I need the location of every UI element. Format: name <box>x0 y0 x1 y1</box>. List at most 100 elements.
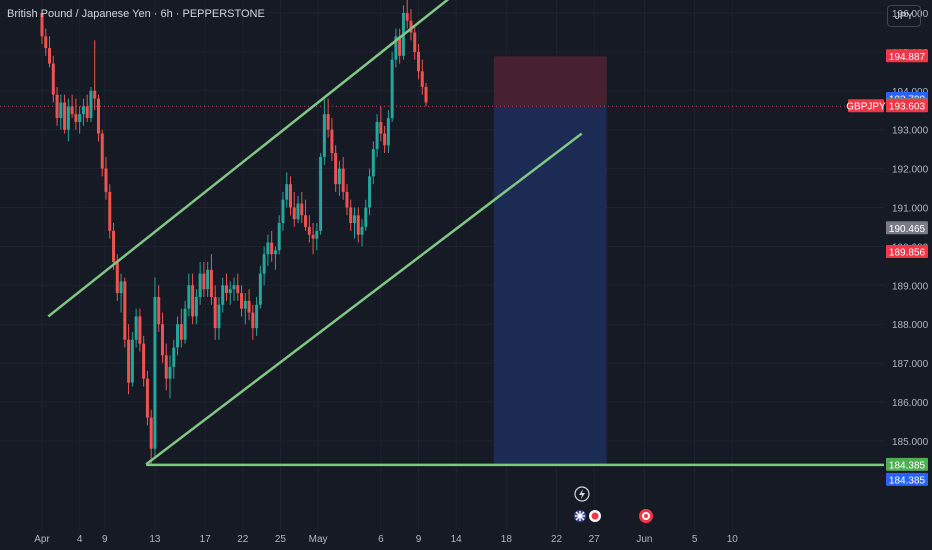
candle-body <box>81 106 85 115</box>
candle-body <box>123 281 127 340</box>
candle-body <box>319 156 323 231</box>
candle-body <box>398 36 402 56</box>
candle <box>356 207 360 243</box>
candle-body <box>142 343 146 379</box>
candle <box>217 296 221 340</box>
chart-title: British Pound / Japanese Yen · 6h · PEPP… <box>7 8 265 20</box>
candle <box>142 335 146 387</box>
candle <box>236 273 240 301</box>
symbol-tag-label: GBPJPY <box>846 102 886 113</box>
y-tick-label: 189.000 <box>892 281 929 292</box>
trend-lines[interactable] <box>47 0 884 467</box>
x-tick-label: 17 <box>200 534 212 545</box>
x-tick-label: 5 <box>692 534 698 545</box>
price-tag-box <box>886 245 928 259</box>
candle <box>145 370 149 426</box>
y-tick-label: 196.000 <box>892 9 929 20</box>
candle-body <box>288 184 292 208</box>
price-tag: 193.603 <box>886 99 928 113</box>
candle <box>149 409 153 465</box>
candle <box>51 55 55 103</box>
candle-body <box>130 339 134 383</box>
candle <box>273 246 277 270</box>
price-tag-label: 184.385 <box>889 475 926 486</box>
candle <box>108 184 112 239</box>
candle-body <box>255 304 259 329</box>
candle-body <box>334 153 338 185</box>
price-tag-label: 184.385 <box>889 460 926 471</box>
candle-body <box>187 285 191 309</box>
candle <box>417 44 420 80</box>
candle-body <box>179 324 183 340</box>
channel-lower-line[interactable] <box>145 132 583 466</box>
candle-body <box>311 234 315 239</box>
candle-body <box>281 199 285 224</box>
x-tick-label: 14 <box>451 534 463 545</box>
price-tag-box <box>886 472 928 486</box>
uk-flag-icon[interactable] <box>574 510 586 522</box>
take-profit-zone <box>493 106 607 465</box>
candle <box>345 184 349 216</box>
candle <box>326 98 330 138</box>
candle <box>270 230 274 262</box>
candle <box>349 199 353 231</box>
candle-body <box>390 59 394 119</box>
candle <box>360 219 364 247</box>
candle <box>405 0 409 29</box>
candle-body <box>409 20 413 33</box>
price-tags: 194.887193.790193.635193.603190.465189.8… <box>846 49 928 486</box>
price-tag: 194.887 <box>886 49 928 63</box>
candle-body <box>330 129 334 154</box>
candle <box>255 296 259 336</box>
y-tick-label: 185.000 <box>892 437 929 448</box>
lightning-icon[interactable] <box>574 486 590 502</box>
candle-body <box>51 63 55 95</box>
channel-upper-line[interactable] <box>47 0 475 318</box>
currency-button[interactable]: JPY <box>887 5 921 27</box>
candle <box>311 223 315 255</box>
target-icon[interactable] <box>589 510 601 522</box>
candle <box>179 308 183 348</box>
candle <box>221 277 225 313</box>
candle-body <box>341 168 345 192</box>
candle <box>352 207 356 239</box>
candle-body <box>379 121 383 134</box>
candle-body <box>194 296 198 317</box>
candle <box>191 273 195 325</box>
candle-body <box>202 273 206 290</box>
candle-body <box>93 90 97 99</box>
candle-body <box>304 215 308 227</box>
price-tag: 189.856 <box>886 245 928 259</box>
position-zones <box>0 56 884 465</box>
candle-body <box>164 355 168 379</box>
candle <box>48 36 52 68</box>
candle <box>262 246 266 286</box>
candle-body <box>55 94 59 119</box>
y-tick-label: 188.000 <box>892 320 929 331</box>
candle <box>300 191 304 224</box>
target-icon[interactable] <box>639 509 653 523</box>
x-tick-label: 10 <box>727 534 739 545</box>
price-tag-box <box>886 457 928 471</box>
candle <box>104 156 108 200</box>
candle <box>334 145 338 192</box>
candle <box>281 191 285 231</box>
uk-flag-cross <box>575 511 585 521</box>
candle-body <box>349 207 353 224</box>
candle-body <box>160 324 164 356</box>
event-icons[interactable] <box>574 486 653 523</box>
x-tick-label: May <box>309 534 328 545</box>
symbol-tag-box <box>848 99 884 113</box>
candle <box>292 191 296 227</box>
candle-body <box>368 176 372 208</box>
candle <box>55 86 59 126</box>
lightning-icon-bolt <box>579 489 585 499</box>
candle <box>315 223 319 251</box>
x-tick-label: 18 <box>501 534 513 545</box>
candle-body <box>213 296 217 329</box>
candle <box>202 261 206 297</box>
candle <box>160 312 164 364</box>
price-tag-label: 189.856 <box>889 248 926 259</box>
